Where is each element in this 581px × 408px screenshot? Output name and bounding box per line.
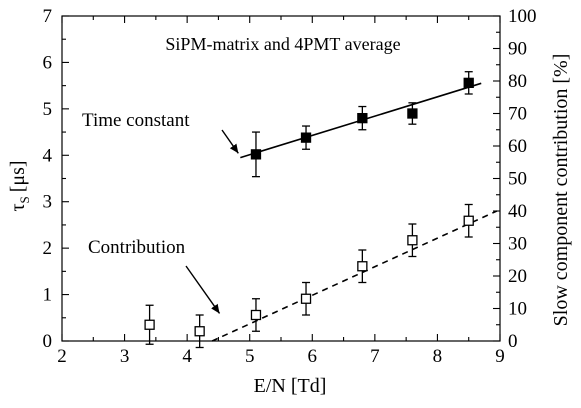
time-constant-point xyxy=(463,77,474,89)
x-tick-label: 6 xyxy=(308,346,318,367)
y2-tick-label: 50 xyxy=(508,169,527,190)
x-tick-label: 3 xyxy=(120,346,130,367)
time-constant-point xyxy=(357,112,368,124)
y2-axis-title: Slow component contribution [%] xyxy=(550,54,572,327)
y2-tick-label: 60 xyxy=(508,136,527,157)
annotation-arrow-contribution xyxy=(185,265,221,314)
plot-frame xyxy=(61,15,501,342)
y-tick-label: 7 xyxy=(43,6,53,27)
y-tick-label: 5 xyxy=(43,99,53,120)
x-axis-title: E/N [Td] xyxy=(254,375,327,397)
y2-tick-label: 20 xyxy=(508,266,527,287)
y2-tick-label: 0 xyxy=(508,331,518,352)
x-tick-label: 8 xyxy=(433,346,443,367)
y-axis-title: τS [μs] xyxy=(7,160,32,211)
x-tick-label: 9 xyxy=(495,346,505,367)
y2-tick-label: 10 xyxy=(508,299,527,320)
annotation-time-constant: Time constant xyxy=(82,110,190,131)
y-tick-label: 6 xyxy=(43,52,53,73)
y2-tick-label: 100 xyxy=(508,6,537,27)
contribution-point xyxy=(357,261,368,272)
y-axis-title-subscript: S xyxy=(17,196,32,203)
contribution-point xyxy=(194,326,205,337)
contribution-fit-line xyxy=(211,210,498,342)
annotation-contribution: Contribution xyxy=(88,237,186,258)
y-axis-title-unit: [μs] xyxy=(7,160,29,192)
y-tick-label: 2 xyxy=(43,238,53,259)
y2-tick-label: 30 xyxy=(508,234,527,255)
time-constant-point xyxy=(250,149,262,160)
data-points-group xyxy=(144,71,474,349)
chart-title: SiPM-matrix and 4PMT average xyxy=(165,34,400,54)
x-tick-label: 2 xyxy=(57,346,67,367)
y-tick-label: 3 xyxy=(43,192,53,213)
contribution-point xyxy=(300,293,312,304)
contribution-point xyxy=(144,319,155,330)
x-tick-label: 7 xyxy=(370,346,380,367)
time-constant-point xyxy=(300,132,312,143)
y2-tick-label: 80 xyxy=(508,71,527,92)
time-constant-point xyxy=(407,108,418,119)
contribution-point xyxy=(250,309,262,321)
x-tick-label: 4 xyxy=(182,346,192,367)
fit-lines-group xyxy=(211,82,498,342)
contribution-point xyxy=(407,235,418,246)
x-tick-label: 5 xyxy=(245,346,255,367)
annotation-arrow-time-constant xyxy=(221,129,239,154)
y-tick-label: 4 xyxy=(43,145,53,166)
y-tick-label: 1 xyxy=(43,285,53,306)
contribution-point xyxy=(463,215,474,226)
y2-tick-label: 40 xyxy=(508,201,527,222)
y-axis-title-symbol: τ xyxy=(7,204,29,212)
text-group: SiPM-matrix and 4PMT average E/N [Td] τS… xyxy=(7,34,572,397)
y2-tick-label: 90 xyxy=(508,39,527,60)
y-tick-label: 0 xyxy=(43,331,53,352)
y2-tick-label: 70 xyxy=(508,104,527,125)
